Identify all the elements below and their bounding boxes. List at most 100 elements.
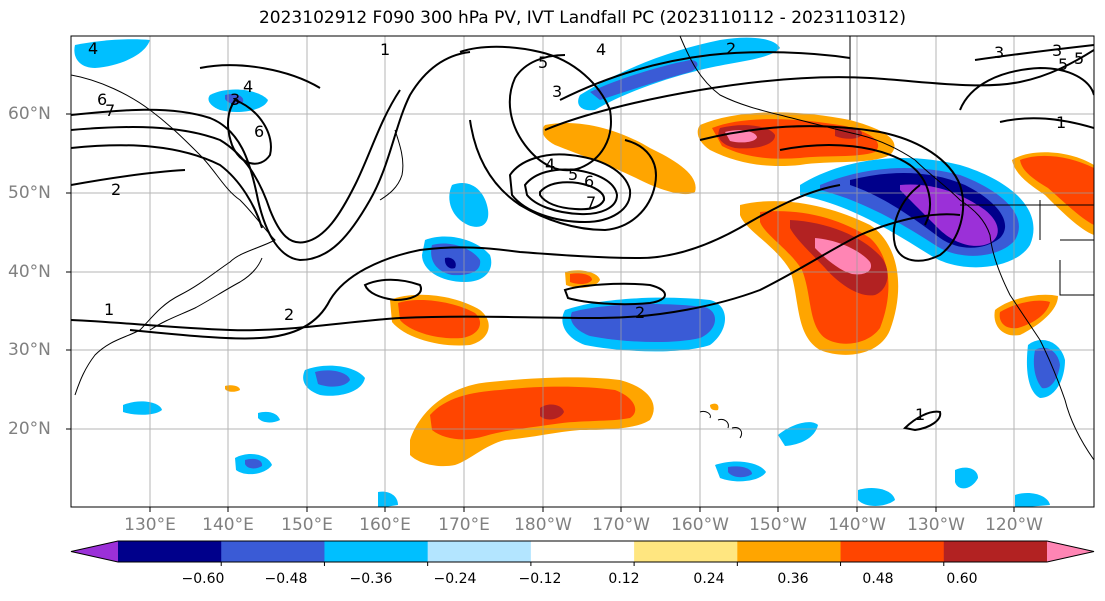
pv-contour: [974, 44, 1094, 61]
pv-contour-label: 7: [105, 101, 115, 120]
pv-contour-label: 2: [726, 39, 736, 58]
asia-coastline: [71, 74, 276, 396]
lon-label: 160°W: [671, 515, 729, 535]
colorbar-segment: [634, 541, 738, 562]
pv-contour: [508, 153, 632, 224]
negative-anomaly-region: [245, 458, 263, 469]
positive-anomaly-region: [398, 299, 481, 339]
map-title: 2023102912 F090 300 hPa PV, IVT Landfall…: [258, 8, 906, 28]
pv-contour-label: 6: [584, 172, 594, 191]
lon-label: 120°W: [985, 515, 1043, 535]
lon-label: 150°W: [749, 515, 807, 535]
colorbar-tick-label: −0.60: [181, 571, 225, 587]
positive-anomaly-region: [835, 126, 862, 139]
pv-contour-label: 1: [1056, 113, 1066, 132]
negative-anomaly-region: [378, 491, 398, 507]
colorbar-outline: [70, 540, 1095, 563]
lat-label: 30°N: [8, 340, 51, 360]
positive-anomaly-region: [1020, 155, 1094, 225]
pv-contour-label: 4: [243, 77, 253, 96]
pv-contour-label: 6: [254, 122, 264, 141]
pv-contour: [469, 119, 657, 232]
pv-contour-label: 4: [596, 40, 606, 59]
lon-label: 140°E: [202, 515, 254, 535]
lon-label: 140°W: [828, 515, 886, 535]
pv-contour: [563, 282, 666, 306]
lat-label: 20°N: [8, 419, 51, 439]
pv-contour-label: 2: [111, 180, 121, 199]
pv-contour-label: 3: [230, 90, 240, 109]
pv-contour-label: 5: [568, 165, 578, 184]
pv-contour-label: 5: [1074, 49, 1084, 68]
negative-anomaly-region: [449, 182, 489, 227]
pv-contour: [544, 49, 1094, 131]
axis-ticks: [66, 113, 1015, 512]
lon-label: 160°E: [359, 515, 411, 535]
colorbar-tick-label: −0.24: [433, 571, 477, 587]
pv-contour-label: 1: [104, 300, 114, 319]
negative-anomaly-region: [728, 466, 752, 478]
lon-label: 130°W: [907, 515, 965, 535]
lon-label: 170°W: [592, 515, 650, 535]
pv-contour: [71, 89, 401, 244]
colorbar-segment: [118, 541, 222, 562]
negative-anomaly-region: [74, 39, 150, 68]
pv-contour: [523, 168, 619, 216]
pv-contour: [559, 51, 851, 101]
pv-contour: [902, 410, 942, 432]
colorbar-tick-label: −0.36: [349, 571, 393, 587]
pv-contour: [199, 64, 321, 89]
colorbar-segment: [737, 541, 842, 562]
negative-anomaly-region: [258, 411, 280, 423]
colorbar-tick-label: −0.48: [264, 571, 308, 587]
colorbar-segment: [71, 541, 118, 562]
colorbar-tick-label: 0.36: [777, 571, 809, 587]
pv-contour: [129, 184, 841, 340]
pv-contour: [71, 213, 961, 332]
negative-anomaly-region: [778, 422, 818, 446]
pv-contour-label: 4: [88, 39, 98, 58]
pv-contour: [539, 181, 606, 211]
pv-contour-label: 1: [380, 40, 390, 59]
pv-contour-label: 1: [915, 405, 925, 424]
pv-contour-label: 6: [97, 90, 107, 109]
negative-anomaly-region: [1015, 493, 1050, 507]
pv-contour: [363, 278, 422, 302]
japan-coastline: [149, 257, 263, 331]
negative-anomaly-region: [590, 60, 698, 100]
negative-anomaly-region: [955, 467, 978, 489]
positive-anomaly-region: [710, 403, 719, 411]
colorbar-segment: [1047, 541, 1094, 562]
lon-label: 150°E: [281, 515, 333, 535]
pv-contour-label: 7: [586, 193, 596, 212]
positive-anomaly-region: [570, 273, 592, 285]
pv-contour: [71, 51, 471, 262]
pv-contour: [959, 66, 1094, 111]
colorbar-segment: [840, 541, 945, 562]
kamchatka-coastline: [379, 129, 404, 201]
negative-anomaly-region: [570, 304, 716, 343]
pv-contour-label: 3: [994, 43, 1004, 62]
pv-contour: [71, 169, 186, 186]
colorbar-tick-label: 0.24: [693, 571, 725, 587]
hawaii-coastline: [699, 411, 743, 439]
negative-anomaly-region: [1033, 347, 1060, 389]
positive-anomaly-region: [430, 386, 636, 440]
lat-label: 60°N: [8, 104, 51, 124]
negative-anomaly-region: [431, 243, 481, 276]
colorbar-segment: [943, 541, 1048, 562]
pv-contours: [71, 44, 1094, 432]
pv-contour: [999, 117, 1094, 129]
colorbar-tick-label: −0.12: [518, 571, 562, 587]
alaska-coastline: [679, 36, 916, 161]
colorbar-segment: [221, 541, 325, 562]
colorbar-segment: [324, 541, 429, 562]
negative-anomaly-region: [858, 488, 895, 506]
colorbar-segment: [427, 541, 532, 562]
pv-contour: [227, 98, 272, 165]
lat-label: 50°N: [8, 183, 51, 203]
colorbar-tick-label: 0.60: [946, 571, 978, 587]
pv-contour-label: 4: [545, 155, 555, 174]
pv-contour-label: 3: [552, 82, 562, 101]
